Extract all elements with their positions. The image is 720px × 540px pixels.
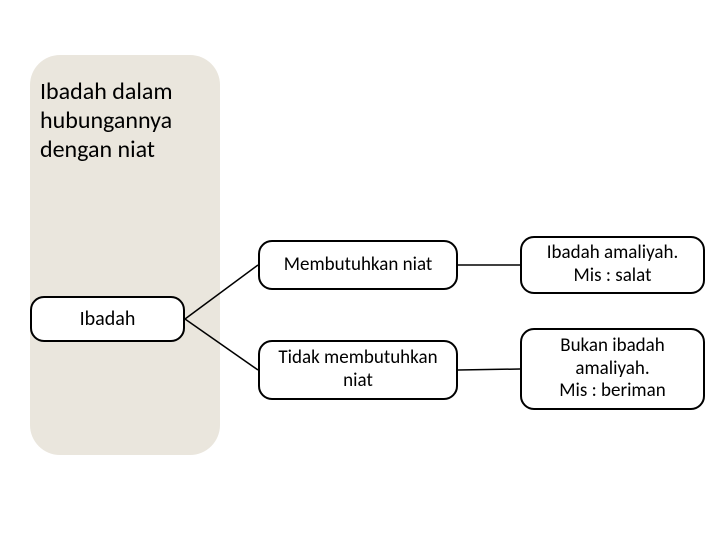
- node-label-line: Bukan ibadah: [560, 335, 665, 358]
- node-bukan: Bukan ibadahamaliyah.Mis : beriman: [520, 328, 705, 410]
- title-line: dengan niat: [40, 136, 173, 165]
- diagram-title: Ibadah dalamhubungannyadengan niat: [40, 78, 173, 164]
- edge-noneed-bukan: [458, 369, 520, 370]
- node-label-line: Mis : salat: [574, 265, 652, 288]
- node-noneed: Tidak membutuhkanniat: [258, 340, 458, 400]
- title-line: hubungannya: [40, 107, 173, 136]
- node-label-line: amaliyah.: [575, 358, 649, 381]
- node-label-line: niat: [343, 370, 373, 393]
- node-amaliyah: Ibadah amaliyah.Mis : salat: [520, 236, 705, 294]
- node-root: Ibadah: [30, 296, 185, 342]
- node-label-line: Ibadah amaliyah.: [547, 242, 679, 265]
- node-label-line: Tidak membutuhkan: [278, 347, 437, 370]
- node-label-line: Membutuhkan niat: [284, 254, 433, 277]
- title-line: Ibadah dalam: [40, 78, 173, 107]
- node-label-line: Ibadah: [80, 307, 136, 331]
- node-label-line: Mis : beriman: [559, 380, 665, 403]
- node-need: Membutuhkan niat: [258, 240, 458, 290]
